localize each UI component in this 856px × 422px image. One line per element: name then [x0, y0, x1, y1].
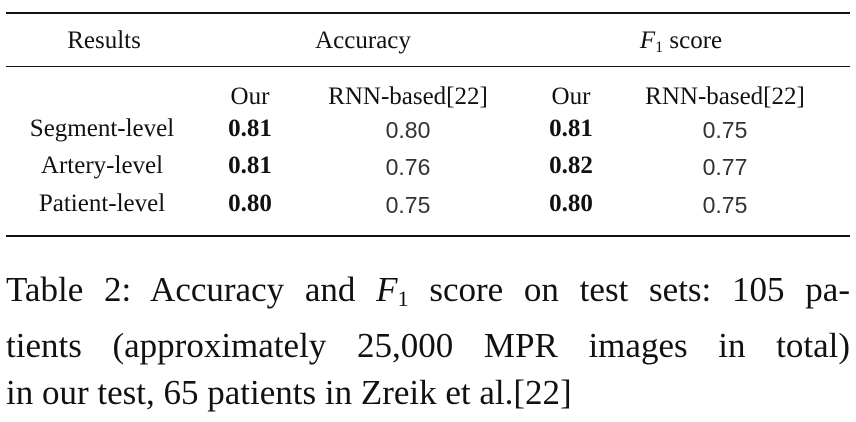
- header-accuracy: Accuracy: [315, 27, 411, 54]
- artery-f1-rnn: 0.77: [702, 154, 748, 180]
- segment-accuracy-our: 0.81: [228, 115, 272, 142]
- artery-accuracy-rnn: 0.76: [385, 154, 431, 180]
- patient-accuracy-rnn: 0.75: [385, 192, 431, 218]
- row-label-segment: Segment-level: [29, 115, 175, 142]
- patient-f1-rnn: 0.75: [702, 192, 748, 218]
- subheader-f1-our: Our: [551, 83, 591, 110]
- f1-score-word: score: [663, 27, 723, 54]
- caption-line-3: in our test, 65 patients in Zreik et al.…: [6, 373, 572, 412]
- header-results: Results: [67, 27, 141, 54]
- caption-text-b: score on test sets: 105 pa-: [408, 270, 850, 309]
- patient-accuracy-our: 0.80: [228, 190, 272, 217]
- segment-f1-rnn: 0.75: [702, 117, 748, 143]
- caption-f1-variable: F: [376, 270, 398, 309]
- artery-accuracy-our: 0.81: [228, 152, 272, 179]
- subheader-f1-rnn: RNN-based[22]: [645, 83, 805, 110]
- table-top-rule: [6, 12, 850, 14]
- caption-line-2: tients (approximately 25,000 MPR images …: [6, 326, 850, 365]
- subheader-accuracy-rnn: RNN-based[22]: [328, 83, 488, 110]
- table-bottom-rule: [6, 235, 850, 237]
- f1-subscript: 1: [655, 39, 664, 56]
- caption-text-a: Table 2: Accuracy and: [6, 270, 377, 309]
- table-caption: Table 2: Accuracy and F1 score on test s…: [6, 266, 850, 416]
- segment-accuracy-rnn: 0.80: [385, 117, 431, 143]
- header-f1-score: F1 score: [640, 26, 722, 63]
- row-label-patient: Patient-level: [38, 190, 166, 217]
- row-label-artery: Artery-level: [40, 152, 164, 179]
- f1-variable: F: [639, 27, 656, 54]
- caption-f1-subscript: 1: [397, 286, 409, 311]
- caption-line-1: Table 2: Accuracy and F1 score on test s…: [6, 266, 850, 322]
- artery-f1-our: 0.82: [549, 152, 593, 179]
- subheader-accuracy-our: Our: [230, 83, 270, 110]
- patient-f1-our: 0.80: [549, 190, 593, 217]
- table-mid-rule: [6, 66, 850, 67]
- segment-f1-our: 0.81: [549, 115, 593, 142]
